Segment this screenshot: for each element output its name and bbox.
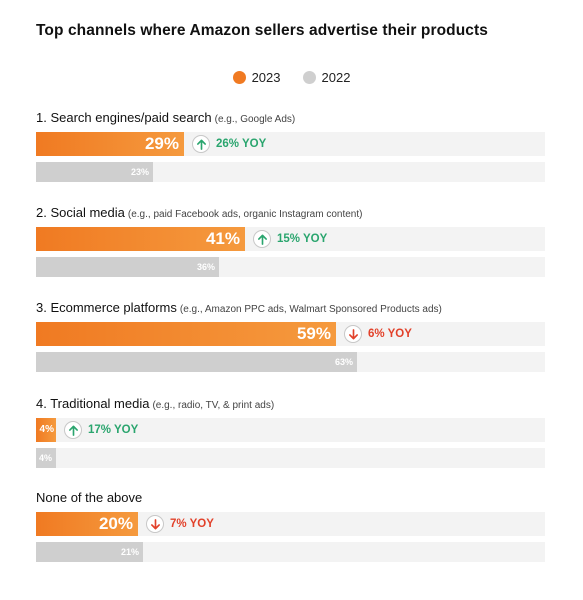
bar-2022: 4% [36, 448, 56, 468]
legend-item-2023: 2023 [232, 70, 281, 85]
category-name: 4. Traditional media [36, 396, 150, 411]
bar-track-2023: 41% 15% YOY [36, 227, 545, 251]
arrow-up-icon [257, 234, 267, 245]
bar-track-2022: 36% [36, 257, 545, 277]
category-name: 2. Social media [36, 205, 125, 220]
bar-2023: 41% [36, 227, 245, 251]
category-example: (e.g., paid Facebook ads, organic Instag… [127, 209, 363, 220]
bar-2023: 4% [36, 418, 56, 442]
category-group: 3. Ecommerce platforms (e.g., Amazon PPC … [36, 300, 545, 372]
arrow-down-icon [150, 518, 160, 529]
data-label-2023: 59% [296, 324, 331, 343]
bar-2023: 20% [36, 512, 138, 536]
bar-track-2022: 23% [36, 162, 545, 182]
category-name: 1. Search engines/paid search [36, 110, 212, 125]
category-label: 4. Traditional media (e.g., radio, TV, & … [36, 396, 545, 412]
bar-track-2022: 63% [36, 352, 545, 372]
bar-2022: 21% [36, 542, 143, 562]
bar-track-2022: 21% [36, 542, 545, 562]
category-name: 3. Ecommerce platforms [36, 300, 177, 315]
yoy-indicator: 15% YOY [253, 227, 327, 251]
yoy-arrow-badge [64, 421, 82, 439]
yoy-indicator: 6% YOY [344, 322, 412, 346]
legend-item-2022: 2022 [302, 70, 351, 85]
bar-2022: 23% [36, 162, 153, 182]
legend-label-2022: 2022 [321, 70, 351, 85]
category-group: None of the above 20% 7% YOY 21% [36, 490, 545, 562]
data-label-2022: 4% [38, 453, 52, 463]
data-label-2023: 20% [98, 514, 133, 533]
yoy-arrow-badge [146, 515, 164, 533]
legend-label-2023: 2023 [251, 70, 281, 85]
yoy-text: 7% YOY [170, 518, 214, 530]
data-label-2023: 4% [39, 424, 54, 435]
bar-track-2023: 29% 26% YOY [36, 132, 545, 156]
data-label-2023: 41% [205, 229, 240, 248]
yoy-indicator: 26% YOY [192, 132, 266, 156]
category-group: 2. Social media (e.g., paid Facebook ads,… [36, 205, 545, 277]
yoy-arrow-badge [253, 230, 271, 248]
bar-track-2023: 59% 6% YOY [36, 322, 545, 346]
yoy-text: 26% YOY [216, 138, 267, 150]
legend: 2023 2022 [0, 70, 583, 85]
category-label: None of the above [36, 490, 545, 506]
legend-swatch-2022 [302, 71, 316, 84]
bar-track-2023: 20% 7% YOY [36, 512, 545, 536]
arrow-down-icon [348, 328, 358, 339]
bar-2023: 59% [36, 322, 336, 346]
legend-swatch-2023 [232, 71, 246, 84]
yoy-text: 15% YOY [277, 233, 328, 245]
yoy-indicator: 7% YOY [146, 512, 214, 536]
category-label: 3. Ecommerce platforms (e.g., Amazon PPC … [36, 300, 545, 316]
yoy-arrow-badge [192, 135, 210, 153]
category-group: 1. Search engines/paid search (e.g., Goog… [36, 110, 545, 182]
category-example: (e.g., Amazon PPC ads, Walmart Sponsored… [179, 304, 442, 315]
arrow-up-icon [68, 425, 78, 436]
chart-title: Top channels where Amazon sellers advert… [36, 22, 488, 39]
data-label-2023: 29% [144, 134, 179, 153]
arrow-up-icon [196, 139, 206, 150]
category-label: 2. Social media (e.g., paid Facebook ads,… [36, 205, 545, 221]
bar-2023: 29% [36, 132, 184, 156]
bar-2022: 63% [36, 352, 357, 372]
data-label-2022: 36% [196, 262, 215, 272]
data-label-2022: 23% [130, 167, 149, 177]
yoy-text: 17% YOY [88, 424, 139, 436]
category-example: (e.g., Google Ads) [214, 114, 296, 125]
data-label-2022: 63% [334, 357, 353, 367]
bar-track-2023: 4% 17% YOY [36, 418, 545, 442]
yoy-arrow-badge [344, 325, 362, 343]
category-example: (e.g., radio, TV, & print ads) [152, 400, 275, 411]
bar-2022: 36% [36, 257, 219, 277]
category-name: None of the above [36, 490, 143, 505]
yoy-text: 6% YOY [368, 328, 412, 340]
category-label: 1. Search engines/paid search (e.g., Goog… [36, 110, 545, 126]
yoy-indicator: 17% YOY [64, 418, 138, 442]
category-group: 4. Traditional media (e.g., radio, TV, & … [36, 396, 545, 468]
data-label-2022: 21% [120, 547, 139, 557]
bar-track-2022: 4% [36, 448, 545, 468]
